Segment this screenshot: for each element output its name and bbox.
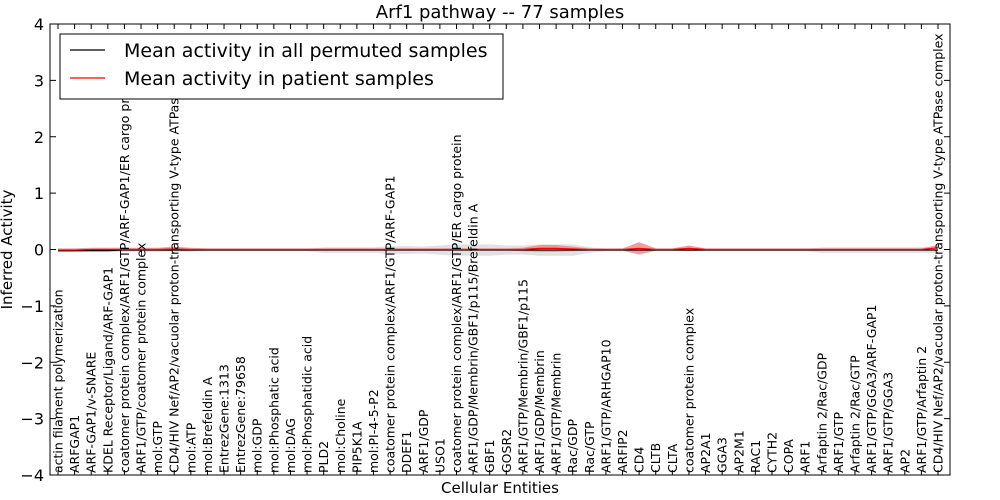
y-tick-label: 1 (34, 184, 44, 203)
line-series-1 (58, 247, 939, 251)
x-category-label: coatomer protein complex/ARF1/GTP/ARF-GA… (117, 67, 132, 473)
x-category-label: ARFIP2 (615, 429, 630, 473)
x-category-label: ARF1/GTP/GGA3/ARF-GAP1 (864, 305, 879, 473)
band-series-1 (58, 242, 938, 255)
x-category-label: coatomer protein complex (681, 308, 696, 473)
x-category-label: PLD2 (316, 441, 331, 473)
x-category-label: mol:Phosphatic acid (266, 347, 281, 473)
x-category-label: ARF1/GDP/Membrin/GBF1/p115/Brefeldin A (466, 203, 481, 473)
legend: Mean activity in all permuted samples Mea… (59, 33, 504, 100)
x-category-label: actin filament polymerization (51, 289, 66, 473)
x-category-label: PIP5K1A (349, 421, 364, 473)
x-category-label: ARF1/GDP (416, 409, 431, 473)
x-category-label: AP2A1 (698, 432, 713, 473)
x-category-label: AP2M1 (731, 430, 746, 473)
x-category-label: USO1 (432, 438, 447, 473)
x-category-label: mol:GDP (250, 418, 265, 473)
x-category-label: CYTH2 (764, 432, 779, 473)
x-category-label: KDEL Receptor/Ligand/ARF-GAP1 (100, 267, 115, 473)
x-category-label: ARF-GAP1/v-SNARE (84, 352, 99, 473)
x-category-label: CLTA (665, 443, 680, 473)
y-tick-label: −4 (20, 466, 44, 485)
x-category-label: mol:Brefeldin A (200, 376, 215, 473)
x-category-label: CD4 (632, 447, 647, 473)
x-category-label: ARF1/GTP/coatomer protein complex (134, 243, 149, 473)
x-category-label: AP2 (897, 449, 912, 473)
y-tick-label: 2 (34, 128, 44, 147)
x-category-label: ARF1/GTP/ARHGAP10 (598, 339, 613, 473)
x-category-label: Rac/GDP (565, 419, 580, 473)
x-category-label: ARF1/GTP/GGA3 (881, 372, 896, 473)
legend-label: Mean activity in patient samples (124, 68, 434, 90)
y-tick-label: −1 (20, 297, 44, 316)
x-category-label: ARF1/GTP/Membrin (549, 353, 564, 473)
x-tick-labels: actin filament polymerization ARFGAP1 ARF-… (51, 34, 946, 474)
legend-label: Mean activity in all permuted samples (124, 40, 487, 62)
x-category-label: GBF1 (482, 440, 497, 473)
x-category-label: Rac/GTP (582, 421, 597, 473)
y-axis-title: Inferred Activity (0, 189, 16, 309)
series-lines (58, 247, 939, 252)
x-category-label: GOSR2 (499, 429, 514, 473)
y-axis-ticks: −4 −3 −2 −1 0 1 2 3 4 (20, 15, 950, 485)
x-category-label: RAC1 (748, 440, 763, 473)
x-category-label: Arfaptin 2/Rac/GTP (847, 355, 862, 473)
x-category-label: CLTB (648, 443, 663, 473)
x-category-label: mol:Choline (333, 398, 348, 473)
x-category-label: GGA3 (715, 437, 730, 473)
x-axis-title: Cellular Entities (441, 479, 559, 497)
y-tick-label: 0 (34, 241, 44, 260)
x-category-label: DDEF1 (399, 431, 414, 473)
x-category-label: mol:DAG (283, 418, 298, 473)
y-tick-label: −3 (20, 410, 44, 429)
y-tick-label: 4 (34, 15, 44, 34)
x-category-label: mol:GTP (150, 421, 165, 473)
legend-box (59, 33, 504, 100)
x-category-label: ARFGAP1 (67, 415, 82, 473)
y-tick-label: −2 (20, 353, 44, 372)
line-series-0 (58, 249, 938, 252)
x-category-label: ARF1 (798, 441, 813, 473)
x-category-label: ARF1/GDP/Membrin (532, 350, 547, 473)
x-category-label: EntrezGene:79658 (233, 356, 248, 473)
x-category-label: mol:ATP (183, 422, 198, 473)
x-category-label: ARF1/GTP/Arfaptin 2 (914, 346, 929, 473)
x-category-label: EntrezGene:1313 (217, 364, 232, 473)
x-axis-ticks (57, 24, 939, 475)
x-category-label: Arfaptin 2/Rac/GDP (814, 352, 829, 473)
x-category-label: CD4/HIV Nef/AP2/vacuolar proton-transpor… (931, 34, 946, 474)
x-category-label: coatomer protein complex/ARF1/GTP/ARF-GA… (383, 175, 398, 473)
x-category-label: mol:PI-4-5-P2 (366, 389, 381, 473)
x-category-label: COPA (781, 439, 796, 473)
x-category-label: CD4/HIV Nef/AP2/vacuolar proton-transpor… (167, 34, 182, 474)
x-category-label: coatomer protein complex/ARF1/GTP/ER car… (449, 134, 464, 473)
x-category-label: ARF1/GTP (831, 412, 846, 473)
chart-title: Arf1 pathway -- 77 samples (376, 2, 624, 23)
x-category-label: mol:Phosphatidic acid (300, 336, 315, 473)
x-category-label: ARF1/GTP/Membrin/GBF1/p115 (515, 279, 530, 473)
y-tick-label: 3 (34, 71, 44, 90)
